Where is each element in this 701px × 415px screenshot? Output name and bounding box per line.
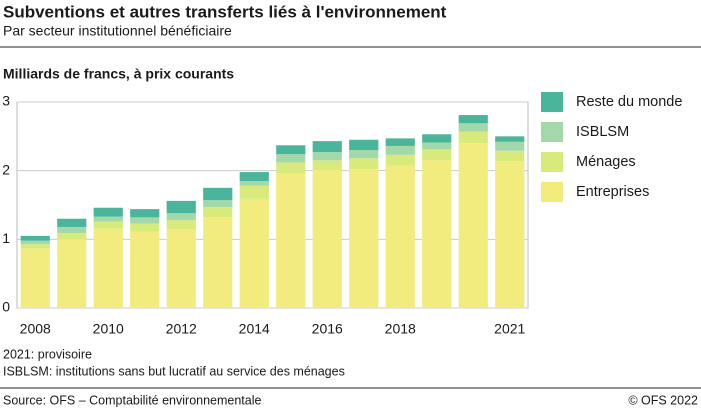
bar-segment	[57, 233, 87, 240]
bar-segment	[495, 161, 525, 308]
bar-segment	[495, 136, 525, 142]
chart-title: Subventions et autres transferts liés à …	[3, 2, 447, 21]
source: Source: OFS – Comptabilité environnement…	[3, 393, 262, 407]
bar-segment	[130, 223, 160, 232]
bar-segment	[166, 213, 196, 221]
bar-segment	[458, 143, 488, 308]
copyright: © OFS 2022	[628, 393, 698, 407]
bar-segment	[203, 200, 233, 208]
bar-segment	[349, 158, 379, 170]
bar-segment	[57, 239, 87, 308]
x-tick-label: 2018	[385, 321, 416, 337]
bar-segment	[385, 165, 415, 308]
bar-segment	[93, 207, 123, 217]
bar-segment	[312, 169, 342, 308]
bar-segment	[495, 141, 525, 151]
bar-segment	[20, 240, 50, 245]
bar-segment	[349, 150, 379, 159]
bar-segment	[312, 141, 342, 153]
legend-swatch	[541, 182, 563, 202]
legend-swatch	[541, 152, 563, 172]
bar-segment	[239, 180, 269, 186]
bar-segment	[203, 217, 233, 308]
legend-swatch	[541, 122, 563, 142]
note: ISBLSM: institutions sans but lucratif a…	[3, 364, 345, 378]
legend-label: ISBLSM	[576, 124, 629, 140]
legend-label: Ménages	[576, 154, 636, 170]
y-tick-label: 3	[2, 93, 10, 109]
bar-segment	[130, 209, 160, 218]
y-tick-label: 2	[2, 161, 10, 177]
bar-segment	[276, 173, 306, 308]
bar-segment	[422, 142, 452, 150]
bar-segment	[57, 218, 87, 227]
bar-segment	[495, 150, 525, 162]
bar-segment	[166, 200, 196, 214]
x-tick-label: 2016	[312, 321, 343, 337]
axis-title: Milliards de francs, à prix courants	[3, 66, 234, 82]
bar-segment	[458, 123, 488, 132]
bar-segment	[93, 216, 123, 222]
bar-segment	[239, 198, 269, 308]
x-tick-label: 2014	[239, 321, 270, 337]
note: 2021: provisoire	[3, 347, 92, 361]
bar-segment	[422, 160, 452, 308]
bar-segment	[385, 145, 415, 155]
bar-segment	[93, 221, 123, 229]
chart-subtitle: Par secteur institutionnel bénéficiaire	[3, 23, 232, 39]
bar-segment	[130, 231, 160, 308]
bar-segment	[20, 235, 50, 241]
bar-segment	[349, 139, 379, 151]
bar-segment	[312, 160, 342, 170]
bar-segment	[166, 220, 196, 230]
x-tick-label: 2012	[166, 321, 197, 337]
y-tick-label: 0	[2, 299, 10, 315]
legend-swatch	[541, 92, 563, 112]
bar-segment	[385, 138, 415, 146]
bar-segment	[93, 228, 123, 308]
legend-label: Reste du monde	[576, 94, 682, 110]
bar-segment	[312, 152, 342, 161]
bar-segment	[239, 172, 269, 181]
bar-segment	[20, 244, 50, 249]
bar-segment	[458, 115, 488, 124]
bar-segment	[239, 185, 269, 199]
legend-label: Entreprises	[576, 184, 649, 200]
bar-segment	[276, 145, 306, 155]
bar-segment	[57, 226, 87, 234]
bar-segment	[20, 248, 50, 308]
bar-segment	[422, 134, 452, 143]
bar-segment	[276, 162, 306, 174]
x-tick-label: 2010	[93, 321, 124, 337]
bar-segment	[130, 217, 160, 224]
x-tick-label: 2008	[20, 321, 51, 337]
bar-segment	[458, 131, 488, 144]
bar-segment	[276, 154, 306, 163]
x-tick-label: 2021	[494, 321, 525, 337]
bar-segment	[385, 154, 415, 166]
bar-segment	[349, 169, 379, 308]
y-tick-label: 1	[2, 230, 10, 246]
bar-segment	[166, 229, 196, 308]
bar-segment	[422, 149, 452, 161]
bar-segment	[203, 207, 233, 218]
bar-segment	[203, 187, 233, 201]
